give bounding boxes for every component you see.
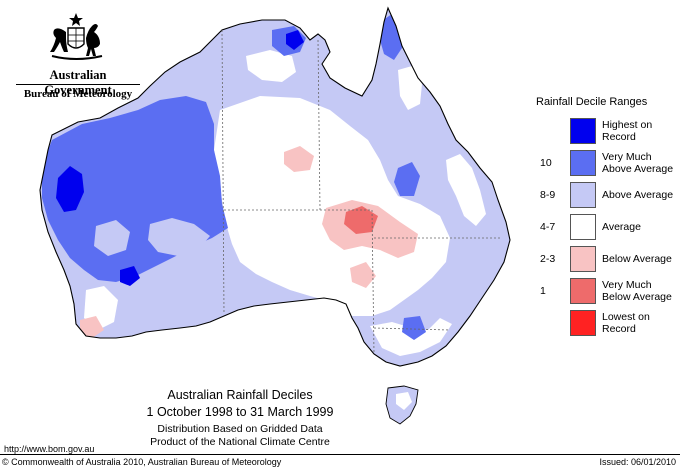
legend-swatch [570,278,596,304]
below-avg-sa-south [338,340,362,366]
legend-label-line1: Below Average [602,253,672,265]
legend-label-line1: Lowest on [602,311,650,323]
legend-label-line2: Above Average [602,163,674,175]
legend-label-line1: Above Average [602,189,674,201]
chart-title: Australian Rainfall Deciles [167,388,313,402]
legend-swatch [570,214,596,240]
issued-date: Issued: 06/01/2010 [599,457,676,467]
legend-label: Very Much Above Average [602,151,680,175]
very-much-above-avg-se [402,316,426,340]
legend-swatch [570,150,596,176]
website-link[interactable]: http://www.bom.gov.au [4,444,95,454]
below-avg-nsw [350,262,376,288]
state-borders [221,29,500,355]
legend-swatch [570,182,596,208]
chart-note-product: Product of the National Climate Centre [150,436,330,448]
average-region-north [246,50,296,82]
copyright-text: © Commonwealth of Australia 2010, Austra… [2,457,282,467]
legend-label: Above Average [602,189,680,201]
legend-range: 2-3 [540,253,556,265]
footer-divider [0,454,680,455]
highest-on-record-top-end [286,30,304,50]
government-logo: Australian Government Bureau of Meteorol… [8,8,140,100]
chart-note-distribution: Distribution Based on Gridded Data [157,423,323,435]
legend-swatch [570,310,596,336]
legend-label: Very Much Below Average [602,279,680,303]
highest-on-record-wa-2 [120,266,140,286]
bureau-name: Bureau of Meteorology [23,88,133,100]
tasmania-above-avg-patch [396,392,412,410]
coat-of-arms-icon [50,13,103,60]
legend-range: 8-9 [540,189,556,201]
average-region-cape [398,66,422,110]
very-much-above-avg-qld-east [394,162,420,196]
legend-label-line1: Very Much [602,279,652,291]
legend-label: Average [602,221,680,233]
legend-title: Rainfall Decile Ranges [536,96,648,108]
legend-label-line1: Highest on [602,119,653,131]
below-avg-sw-wa [80,316,104,338]
legend-label-line2: Record [602,323,636,335]
legend-range: 1 [540,285,546,297]
average-region-central [214,96,450,316]
legend-label-line2: Below Average [602,291,672,303]
average-region-east [446,154,486,226]
below-avg-nt [284,146,314,172]
legend-range: 4-7 [540,221,556,233]
above-avg-patch-wa [148,218,210,256]
header-divider [16,84,140,85]
above-avg-patch-wa-2 [94,220,130,256]
legend-label-line1: Very Much [602,151,652,163]
highest-on-record-pilbara [56,166,84,212]
very-much-below-avg-sa [344,206,378,234]
legend-swatch [570,246,596,272]
legend-label-line2: Record [602,131,636,143]
government-name: Australian Government [44,68,112,97]
legend-swatch [570,118,596,144]
legend-label: Highest on Record [602,119,680,143]
chart-dates: 1 October 1998 to 31 March 1999 [146,405,334,419]
legend-label-line1: Average [602,221,641,233]
legend-label: Below Average [602,253,680,265]
legend-label: Lowest on Record [602,311,680,335]
legend-range: 10 [540,157,552,169]
very-much-below-avg-sa-south [344,346,358,360]
